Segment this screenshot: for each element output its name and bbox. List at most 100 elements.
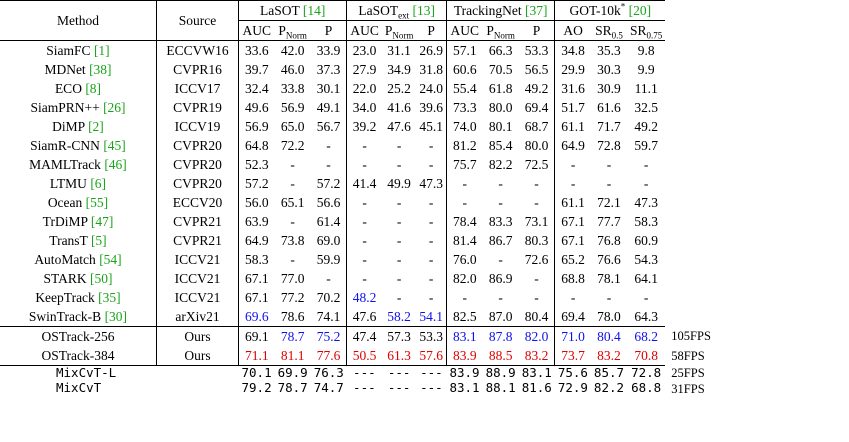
- value-cell: 88.1: [485, 380, 516, 396]
- citation: [8]: [85, 80, 102, 96]
- value-cell: -: [606, 289, 612, 305]
- value-cell: 61.1: [561, 194, 585, 210]
- value-cell: 74.7: [313, 380, 344, 396]
- source-cell: CVPR21: [156, 212, 239, 231]
- value-cell: 70.1: [241, 365, 272, 381]
- metric-header: SR0.5: [595, 22, 623, 41]
- group-header: GOT-10k* [20]: [554, 0, 666, 21]
- method-cell: MixCvT: [56, 380, 102, 396]
- table-row: SiamFC [1] ECCVW16 33.6 42.0 33.9 23.0 31.1 26.…: [0, 40, 666, 60]
- value-cell: 67.1: [244, 289, 269, 305]
- source-cell: CVPR19: [156, 98, 239, 117]
- metric-header: PNorm: [384, 22, 414, 41]
- value-cell: 32.5: [634, 99, 658, 115]
- value-cell: 26.9: [416, 40, 447, 60]
- value-cell: 66.3: [482, 40, 519, 60]
- table-row: MAMLTrack [46] CVPR20 52.3- - - - -75.7 82.2 72.…: [0, 155, 665, 174]
- value-cell: 86.7: [488, 232, 513, 248]
- value-cell: 56.9: [244, 118, 269, 134]
- source-cell: Ours: [156, 326, 239, 346]
- value-cell: -: [570, 175, 576, 191]
- value-cell: 88.5: [482, 346, 519, 366]
- method-cell: MDNet [38]: [0, 60, 157, 79]
- method-cell: STARK [50]: [0, 269, 157, 288]
- value-cell: 45.1: [416, 117, 447, 136]
- citation: [13]: [412, 2, 435, 18]
- source-cell: CVPR16: [156, 60, 239, 79]
- value-cell: 34.8: [554, 40, 591, 60]
- source-cell: CVPR20: [156, 155, 239, 174]
- value-cell: 67.1: [244, 270, 269, 286]
- value-cell: 39.7: [244, 61, 269, 77]
- source-cell: ICCV21: [156, 288, 239, 307]
- header-row-metrics: AUC PNorm P AUC PNorm P AUC PNorm P AO SR0.5 SR0.75: [0, 20, 665, 41]
- value-cell: 76.6: [597, 251, 621, 267]
- value-cell: 46.0: [280, 61, 305, 77]
- value-cell: 52.3: [244, 156, 269, 172]
- value-cell: 32.4: [244, 80, 269, 96]
- table-row: TransT [5] CVPR21 64.9 73.8 69.0- - -81.4 86.7 8…: [0, 231, 665, 250]
- value-cell: -: [416, 193, 447, 212]
- value-cell: 61.1: [561, 118, 585, 134]
- method-cell: SiamPRN++ [26]: [0, 98, 157, 117]
- value-cell: 71.1: [238, 346, 275, 366]
- value-cell: -: [396, 194, 402, 210]
- value-cell: -: [498, 251, 503, 267]
- value-cell: -: [416, 136, 447, 155]
- metric-header: P: [310, 20, 348, 41]
- value-cell: 65.0: [280, 118, 305, 134]
- value-cell: 68.8: [561, 270, 585, 286]
- value-cell: -: [362, 251, 367, 267]
- value-cell: 83.3: [488, 213, 513, 229]
- value-cell: 63.9: [244, 213, 269, 229]
- value-cell: 42.0: [274, 40, 311, 60]
- value-cell: 64.3: [634, 308, 658, 324]
- table-row: SiamPRN++ [26] CVPR19 49.6 56.9 49.1 34.0 41.6…: [0, 98, 665, 117]
- value-cell: 57.3: [381, 326, 417, 346]
- method-cell: MixCvT-L: [56, 365, 117, 381]
- group-header: TrackingNet [37]: [446, 0, 556, 21]
- value-cell: 75.2: [310, 326, 348, 346]
- table-row: TrDiMP [47] CVPR21 63.9-61.4- - -78.4 83.3 73.…: [0, 212, 665, 231]
- value-cell: -: [462, 194, 468, 210]
- results-body: SiamFC [1] ECCVW16 33.6 42.0 33.9 23.0 31.1 26.…: [0, 40, 666, 397]
- value-cell: 58.3: [634, 213, 658, 229]
- value-cell: 53.3: [518, 40, 556, 60]
- results-table: Method Source LaSOT [14] LaSOText [13] T…: [0, 0, 666, 397]
- value-cell: 73.1: [518, 212, 556, 231]
- value-cell: -: [498, 175, 503, 191]
- value-cell: 83.9: [446, 346, 483, 366]
- source-cell: CVPR20: [156, 174, 239, 193]
- value-cell: 48.2: [352, 289, 377, 305]
- value-cell: -: [416, 250, 447, 269]
- value-cell: -: [362, 232, 367, 248]
- fps-label: 25FPS: [671, 366, 705, 381]
- citation: [37]: [524, 2, 548, 18]
- value-cell: 59.7: [634, 137, 658, 153]
- value-cell: 55.4: [452, 80, 477, 96]
- value-cell: 82.2: [593, 380, 625, 396]
- method-cell: OSTrack-384: [0, 346, 157, 366]
- value-cell: -: [643, 289, 649, 305]
- table-row: OSTrack-384 Ours 71.1 81.1 77.6 50.5 61.3 57.6 8…: [0, 346, 666, 366]
- value-cell: 73.7: [554, 346, 591, 366]
- value-cell: 78.1: [597, 270, 621, 286]
- value-cell: 86.9: [488, 270, 513, 286]
- value-cell: 47.6: [352, 308, 377, 324]
- metric-header: P: [416, 20, 447, 41]
- value-cell: 57.2: [310, 174, 348, 193]
- value-cell: -: [416, 269, 447, 288]
- value-cell: -: [362, 270, 367, 286]
- extra-row: MixCvT 79.2 78.7 74.7 --- --- --- 83.1 88.1 81.6 7…: [0, 381, 665, 396]
- method-cell: MAMLTrack [46]: [0, 155, 157, 174]
- source-cell: [157, 381, 239, 396]
- value-cell: 56.6: [310, 193, 348, 212]
- value-cell: -: [396, 156, 402, 172]
- value-cell: 75.7: [452, 156, 477, 172]
- value-cell: 82.2: [488, 156, 513, 172]
- table-row: LTMU [6] CVPR20 57.2-57.2 41.4 49.9 47.3- - - - -…: [0, 174, 665, 193]
- value-cell: 78.4: [452, 213, 477, 229]
- value-cell: 76.3: [313, 365, 344, 381]
- value-cell: 61.6: [597, 99, 621, 115]
- value-cell: -: [570, 289, 576, 305]
